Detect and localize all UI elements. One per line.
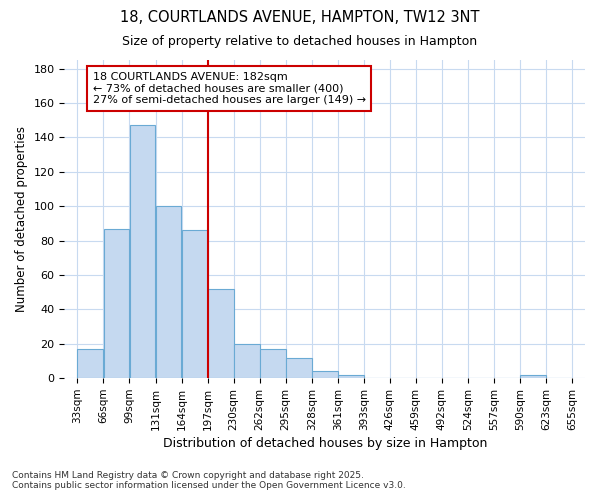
- Bar: [286, 358, 311, 378]
- Bar: [130, 126, 155, 378]
- Bar: [182, 230, 208, 378]
- Bar: [260, 349, 286, 378]
- Bar: [233, 344, 260, 378]
- Text: 18, COURTLANDS AVENUE, HAMPTON, TW12 3NT: 18, COURTLANDS AVENUE, HAMPTON, TW12 3NT: [120, 10, 480, 25]
- Bar: [104, 228, 130, 378]
- Bar: [520, 375, 546, 378]
- Text: Contains HM Land Registry data © Crown copyright and database right 2025.
Contai: Contains HM Land Registry data © Crown c…: [12, 470, 406, 490]
- Bar: [312, 372, 338, 378]
- Text: Size of property relative to detached houses in Hampton: Size of property relative to detached ho…: [122, 35, 478, 48]
- Bar: [155, 206, 181, 378]
- Text: 18 COURTLANDS AVENUE: 182sqm
← 73% of detached houses are smaller (400)
27% of s: 18 COURTLANDS AVENUE: 182sqm ← 73% of de…: [93, 72, 366, 105]
- Bar: [338, 375, 364, 378]
- Bar: [208, 289, 233, 378]
- Bar: [77, 349, 103, 378]
- X-axis label: Distribution of detached houses by size in Hampton: Distribution of detached houses by size …: [163, 437, 487, 450]
- Y-axis label: Number of detached properties: Number of detached properties: [15, 126, 28, 312]
